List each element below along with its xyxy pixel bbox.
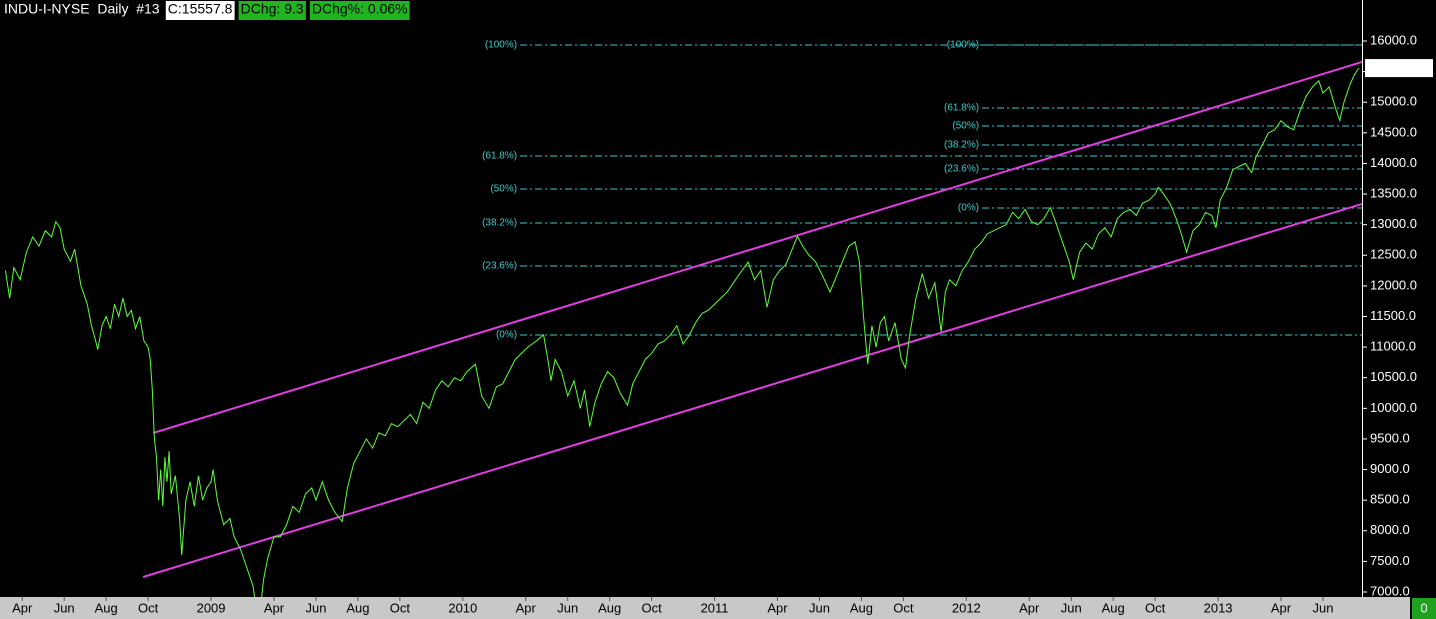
fib-level-label: (50%) [490, 184, 517, 195]
header-value: C:15557.8 [168, 1, 233, 17]
y-tick-label: 15000.0 [1370, 94, 1417, 109]
fib-level-label: (0%) [958, 203, 979, 214]
x-tick-label: Aug [95, 600, 118, 615]
x-tick-label: 2013 [1204, 600, 1233, 615]
header-box [238, 1, 306, 20]
y-tick-label: 14000.0 [1370, 155, 1417, 170]
x-tick-label: Apr [1271, 600, 1292, 615]
x-tick-label: 2012 [952, 600, 981, 615]
y-tick-label: 10500.0 [1370, 369, 1417, 384]
x-tick-label: Jun [305, 600, 326, 615]
channel-line [152, 61, 1362, 434]
x-tick-label: Aug [850, 600, 873, 615]
chart-title: INDU-I-NYSE Daily #13 [4, 1, 160, 17]
x-tick-label: Jun [1312, 600, 1333, 615]
x-tick-label: Jun [54, 600, 75, 615]
x-tick-label: Aug [598, 600, 621, 615]
corner-label: 0 [1420, 600, 1427, 615]
y-tick-label: 10000.0 [1370, 400, 1417, 415]
y-tick-label: 11500.0 [1370, 308, 1416, 323]
fib-level-label: (100%) [947, 40, 979, 51]
x-tick-label: Jun [809, 600, 830, 615]
x-tick-label: Apr [516, 600, 537, 615]
y-tick-label: 12500.0 [1370, 247, 1417, 262]
x-tick-label: Apr [12, 600, 33, 615]
y-tick-label: 8500.0 [1370, 492, 1410, 507]
corner-box [1412, 598, 1436, 619]
fib-level-label: (23.6%) [944, 164, 979, 175]
axes: 7000.0 7500.0 8000.0 8500.0 9000.0 9500.0 1000… [12, 32, 1436, 619]
x-tick-label: 2009 [197, 600, 226, 615]
x-tick-label: Aug [346, 600, 369, 615]
x-tick-label: Oct [390, 600, 411, 615]
x-tick-label: Apr [264, 600, 285, 615]
header-value: DChg: 9.3 [241, 1, 304, 17]
x-tick-label: Apr [1019, 600, 1040, 615]
y-tick-label: 9000.0 [1370, 461, 1410, 476]
y-tick-label: 7500.0 [1370, 553, 1410, 568]
y-tick-label: 8000.0 [1370, 522, 1410, 537]
x-tick-label: Apr [767, 600, 788, 615]
last-price-box [1365, 59, 1433, 78]
fib-level-label: (61.8%) [482, 151, 517, 162]
x-tick-label: Jun [557, 600, 578, 615]
fib-level-label: (100%) [485, 40, 517, 51]
plot-area: (100%) (61.8%) (50%) (38.2%) (23.6%) (0%) (100… [4, 40, 1362, 597]
y-tick-label: 11000.0 [1370, 339, 1416, 354]
y-tick-label: 13000.0 [1370, 216, 1417, 231]
header-boxes: C:15557.8 DChg: 9.3 DChg%: 0.06% [165, 1, 410, 20]
x-tick-label: Aug [1102, 600, 1125, 615]
fib-level-label: (23.6%) [482, 261, 517, 272]
fib-level-label: (61.8%) [944, 103, 979, 114]
y-tick-label: 14500.0 [1370, 124, 1417, 139]
header-value: DChg%: 0.06% [312, 1, 408, 17]
header-box [309, 1, 410, 20]
x-tick-label: Jun [1061, 600, 1082, 615]
y-tick-label: 16000.0 [1370, 32, 1417, 47]
y-tick-label: 9500.0 [1370, 430, 1410, 445]
x-tick-label: Oct [642, 600, 663, 615]
fib-level-label: (50%) [952, 121, 979, 132]
fib-level-label: (0%) [496, 330, 517, 341]
last-price-label: 15557.8 [1368, 60, 1415, 75]
x-tick-label: 2011 [701, 600, 729, 615]
header-box [165, 1, 235, 20]
x-tick-label: Oct [893, 600, 914, 615]
x-axis-bar [0, 597, 1410, 619]
fib-level-label: (38.2%) [944, 140, 979, 151]
price-line [4, 67, 1360, 597]
x-tick-label: 2010 [448, 600, 477, 615]
x-tick-label: Oct [138, 600, 159, 615]
y-tick-label: 7000.0 [1370, 583, 1410, 598]
y-tick-label: 12000.0 [1370, 277, 1417, 292]
channel-line [142, 203, 1362, 578]
y-tick-label: 13500.0 [1370, 185, 1417, 200]
fib-level-label: (38.2%) [482, 218, 517, 229]
x-tick-label: Oct [1145, 600, 1166, 615]
